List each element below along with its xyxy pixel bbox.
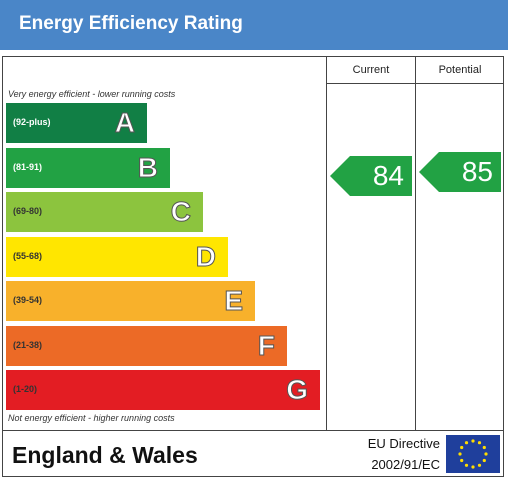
band-c: (69-80) C: [6, 192, 203, 232]
band-range-label: (1-20): [13, 384, 38, 394]
eu-star-icon: [477, 441, 482, 445]
band-letter: E: [224, 285, 244, 317]
eu-star-icon: [482, 445, 486, 450]
eu-star-icon: [471, 465, 475, 469]
note-efficient: Very energy efficient - lower running co…: [8, 89, 176, 99]
band-range-label: (39-54): [13, 295, 43, 305]
note-inefficient: Not energy efficient - higher running co…: [8, 413, 175, 423]
eu-star-icon: [482, 458, 486, 463]
band-b: (81-91) B: [6, 148, 170, 188]
band-letter: C: [170, 196, 191, 228]
column-header-potential: Potential: [438, 64, 482, 76]
header-bar: Energy Efficiency Rating: [0, 0, 508, 50]
footer-divider: [2, 430, 504, 431]
band-a: (92-plus) A: [6, 103, 147, 143]
column-header-current: Current: [352, 64, 390, 76]
current-rating-arrow: 84: [330, 156, 412, 196]
eu-star-icon: [464, 441, 469, 445]
potential-rating-value: 85: [461, 156, 493, 187]
eu-star-icon: [460, 458, 464, 463]
eu-star-icon: [464, 463, 469, 467]
band-range-label: (81-91): [13, 162, 43, 172]
band-g: (1-20) G: [6, 370, 320, 410]
eu-star-icon: [458, 452, 462, 456]
rating-frame: [2, 56, 504, 477]
current-arrow-shape: [330, 156, 412, 196]
potential-arrow-shape: [419, 152, 501, 192]
header-row-divider: [326, 83, 504, 84]
band-range-label: (92-plus): [13, 117, 51, 127]
eu-star-icon: [477, 463, 482, 467]
band-e: (39-54) E: [6, 281, 255, 321]
directive-line-1: EU Directive: [367, 436, 440, 451]
region-label: England & Wales: [12, 442, 198, 468]
eu-star-icon: [460, 445, 464, 450]
current-rating-value: 84: [372, 160, 404, 191]
band-range-label: (21-38): [13, 340, 43, 350]
eu-star-icon: [471, 439, 475, 443]
eu-star-icon: [484, 452, 488, 456]
eu-flag-icon: [446, 435, 500, 473]
column-divider-current: [326, 56, 327, 430]
eu-stars: [458, 439, 488, 469]
band-range-label: (55-68): [13, 251, 43, 261]
band-letter: A: [114, 107, 135, 139]
chart-title: Energy Efficiency Rating: [19, 13, 243, 34]
band-f: (21-38) F: [6, 326, 287, 366]
band-letter: B: [137, 152, 158, 184]
band-letter: G: [286, 374, 309, 406]
band-d: (55-68) D: [6, 237, 228, 277]
column-divider-potential: [415, 56, 416, 430]
band-letter: D: [195, 241, 216, 273]
band-range-label: (69-80): [13, 206, 43, 216]
potential-rating-arrow: 85: [419, 152, 501, 192]
directive-line-2: 2002/91/EC: [371, 457, 440, 472]
band-letter: F: [257, 330, 275, 362]
